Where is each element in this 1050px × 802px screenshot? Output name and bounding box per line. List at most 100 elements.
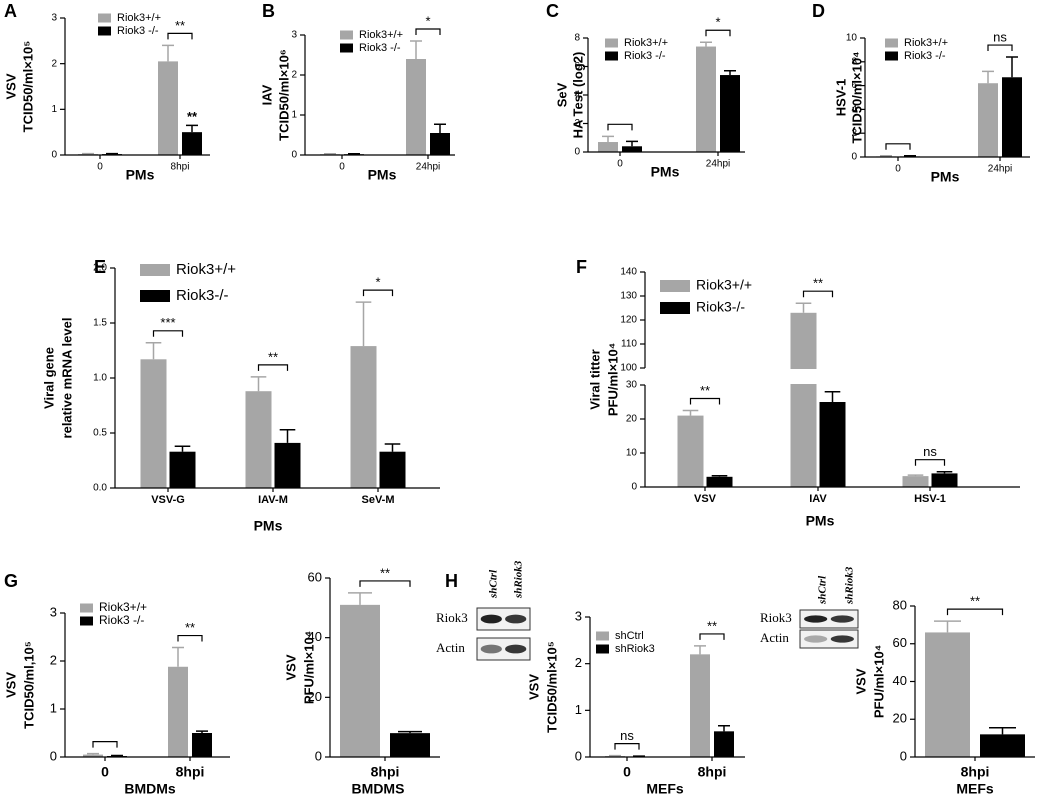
x-tick-label: 0 [339,162,345,173]
axis-break [643,369,1022,384]
x-tick-label: 8hpi [176,764,205,780]
y-axis-label: VSV [526,674,541,700]
legend-swatch [596,644,609,654]
error-bar [172,646,184,667]
y-axis-label: VSV [3,672,18,698]
y-tick-label: 2 [575,655,582,670]
y-tick-label: 20 [308,689,322,704]
y-tick-label: 1 [50,700,57,715]
blot-column-label: shRiok3 [844,566,856,605]
bar [169,451,196,488]
y-tick-label: 0 [631,482,637,493]
significance-label: * [375,275,380,290]
legend-label: Riok3 -/- [99,613,144,627]
panel-label: G [4,571,18,591]
legend-swatch [140,290,170,302]
bar [677,415,704,487]
blot-column-label: shRiok3 [513,560,525,599]
significance-label: ** [970,594,980,609]
y-tick-label: 0 [574,147,580,158]
y-axis-label: PFU/ml×10⁴ [605,343,620,416]
bar [790,312,817,487]
bar [245,391,272,488]
error-bar [934,620,961,633]
blot-band [505,614,527,624]
error-bar [682,409,699,416]
y-tick-label: 100 [620,363,637,374]
blot-frame [799,629,859,649]
legend-label: shCtrl [615,630,644,642]
x-axis-label: PMs [806,513,835,529]
blot-band [804,635,828,643]
legend-label: Riok3-/- [176,287,229,304]
legend-swatch [605,38,618,48]
y-tick-label: 0 [51,150,57,161]
annotation: ** [187,109,198,124]
blot-band [804,615,828,623]
y-tick-label: 3 [50,604,57,619]
significance-label: * [715,15,720,30]
error-bar [724,70,736,76]
x-axis-label: BMDMs [124,781,176,797]
legend-label: shRiok3 [615,643,655,655]
x-tick-label: 0 [623,764,631,780]
x-tick-label: HSV-1 [914,493,946,505]
legend-swatch [660,280,690,292]
significance-label: * [425,13,430,28]
bar [819,402,846,487]
legend-label: Riok3+/+ [696,277,752,293]
y-axis-label: TCID50/ml×10⁵ [20,41,35,133]
panel-label: B [262,1,275,21]
significance-bracket [362,289,394,297]
x-tick-label: VSV-G [151,494,185,506]
x-tick-label: 8hpi [698,764,727,780]
panel-label: H [445,571,458,591]
y-tick-label: 1.5 [93,318,107,329]
significance-label: ** [707,618,717,633]
legend-swatch [340,43,353,53]
blot-band [480,614,502,624]
x-axis-label: PMs [931,169,960,185]
legend-label: Riok3+/+ [117,12,161,24]
x-tick-label: SeV-M [361,494,394,506]
bar [978,83,998,157]
error-bar [936,470,953,474]
error-bar [398,730,422,734]
y-tick-label: 0 [851,152,857,163]
y-tick-label: 120 [620,315,637,326]
error-bar [196,730,208,733]
legend-label: Riok3+/+ [359,29,403,41]
legend-swatch [98,26,111,36]
significance-label: ** [700,383,710,398]
error-bar [410,40,422,59]
y-tick-label: 0 [315,748,322,763]
y-tick-label: 0 [575,748,582,763]
y-tick-label: 40 [893,673,907,688]
x-tick-label: VSV [694,493,717,505]
panel-label: A [4,1,17,21]
error-bar [279,428,296,443]
legend-label: Riok3+/+ [624,37,668,49]
blot-column-label: shCtrl [817,575,829,605]
y-axis-label: PFU/ml×10⁴ [871,645,886,718]
bar [598,142,618,152]
y-tick-label: 60 [308,569,322,584]
y-axis-label: HSV-1 [833,79,848,117]
error-bar [145,342,162,360]
x-tick-label: 0 [97,162,103,173]
y-axis-label: VSV [283,654,298,680]
x-axis-label: PMs [254,518,283,534]
significance-bracket [614,743,640,750]
y-axis-label: TCID50/ml×10⁵ [544,641,559,733]
y-axis-label: PFU/ml×10⁴ [301,631,316,704]
legend-swatch [340,30,353,40]
y-axis-label: SeV [554,82,569,107]
y-tick-label: 140 [620,267,637,278]
y-tick-label: 3 [51,13,57,24]
significance-bracket [914,459,946,466]
blot-frame [799,609,859,629]
blot-row-label: Actin [760,630,789,645]
y-tick-label: 1 [575,702,582,717]
legend-swatch [596,631,609,641]
y-tick-label: 0 [291,150,297,161]
